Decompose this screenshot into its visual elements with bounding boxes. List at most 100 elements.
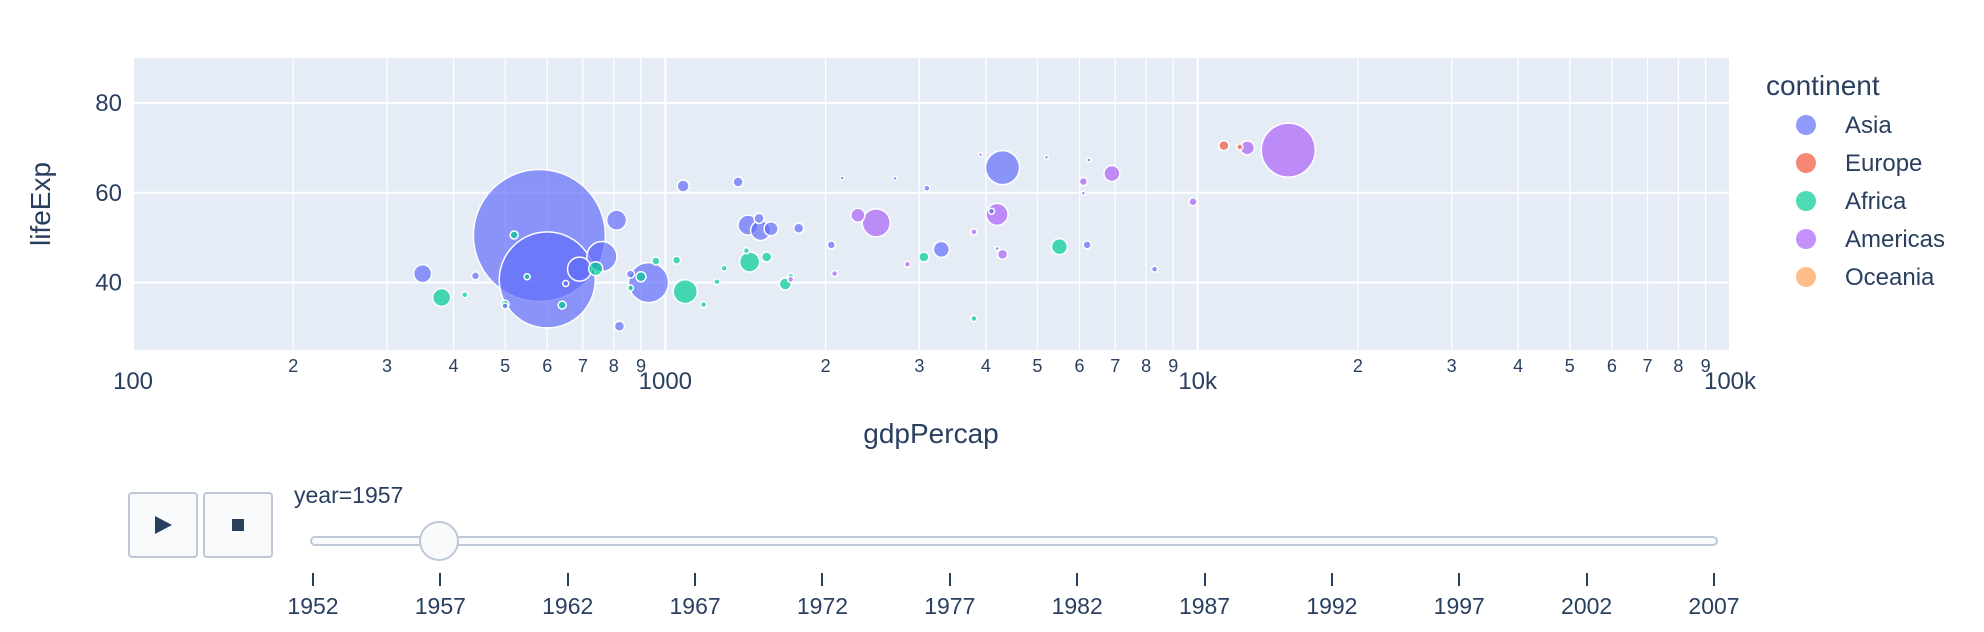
slider-step-tick[interactable] xyxy=(1330,573,1333,586)
bubble-americas[interactable] xyxy=(861,208,891,238)
slider-step-label[interactable]: 1972 xyxy=(796,593,849,619)
bubble-americas[interactable] xyxy=(1188,197,1198,207)
legend-label-europe[interactable]: Europe xyxy=(1845,150,1922,177)
bubble-americas[interactable] xyxy=(903,260,912,268)
bubble-africa[interactable] xyxy=(523,273,531,281)
slider-step-label[interactable]: 1957 xyxy=(414,593,466,619)
bubble-americas[interactable] xyxy=(985,202,1009,227)
bubble-americas[interactable] xyxy=(786,275,795,284)
bubble-africa[interactable] xyxy=(738,251,761,273)
bubble-asia[interactable] xyxy=(625,269,636,279)
legend-marker[interactable] xyxy=(1796,115,1816,135)
bubble-americas[interactable] xyxy=(977,151,984,158)
bubble-asia[interactable] xyxy=(1086,157,1092,163)
slider-step-tick[interactable] xyxy=(439,573,442,586)
slider-step-tick[interactable] xyxy=(312,573,314,586)
bubble-africa[interactable] xyxy=(635,271,647,283)
bubble-americas[interactable] xyxy=(1260,122,1317,178)
bubble-africa[interactable] xyxy=(918,251,930,263)
bubble-asia[interactable] xyxy=(892,175,898,182)
bubble-americas[interactable] xyxy=(830,269,839,278)
bubble-asia[interactable] xyxy=(932,240,951,259)
bubble-asia[interactable] xyxy=(1082,240,1092,250)
bubble-americas[interactable] xyxy=(970,228,978,236)
bubble-americas[interactable] xyxy=(996,248,1009,261)
bubble-americas[interactable] xyxy=(850,207,866,223)
slider-step-label[interactable]: 1987 xyxy=(1178,593,1231,619)
bubble-asia[interactable] xyxy=(826,240,837,250)
bubble-africa[interactable] xyxy=(651,256,661,266)
slider-step-label[interactable]: 1992 xyxy=(1306,593,1358,619)
bubble-asia[interactable] xyxy=(561,279,570,288)
bubble-asia[interactable] xyxy=(501,302,509,310)
legend-label-americas[interactable]: Americas xyxy=(1845,226,1945,253)
slider-step-tick[interactable] xyxy=(948,573,951,586)
bubble-asia[interactable] xyxy=(676,179,690,193)
bubble-asia[interactable] xyxy=(412,263,433,284)
bubble-africa[interactable] xyxy=(672,278,699,305)
stop-button[interactable] xyxy=(203,492,273,558)
slider-step-label[interactable]: 2002 xyxy=(1561,593,1613,619)
year-slider-track[interactable] xyxy=(310,536,1718,546)
slider-step-label[interactable]: 1977 xyxy=(924,593,976,619)
bubble-africa[interactable] xyxy=(509,230,519,240)
bubble-africa[interactable] xyxy=(626,284,635,292)
slider-step-label[interactable]: 1962 xyxy=(542,593,594,619)
bubble-africa[interactable] xyxy=(742,246,751,255)
slider-step-tick[interactable] xyxy=(566,573,569,586)
bubble-asia[interactable] xyxy=(763,220,779,237)
bubble-asia[interactable] xyxy=(627,261,670,304)
bubble-asia[interactable] xyxy=(753,212,765,225)
slider-step-tick[interactable] xyxy=(1713,573,1715,586)
slider-step-tick[interactable] xyxy=(694,573,697,586)
bubble-africa[interactable] xyxy=(587,260,604,277)
bubble-asia[interactable] xyxy=(987,207,996,215)
bubble-africa[interactable] xyxy=(760,251,773,263)
bubble-europe[interactable] xyxy=(1218,139,1230,152)
bubble-africa[interactable] xyxy=(461,290,469,299)
bubble-africa[interactable] xyxy=(720,264,728,272)
bubble-asia[interactable] xyxy=(470,271,481,281)
bubble-asia[interactable] xyxy=(1080,190,1087,196)
legend-label-africa[interactable]: Africa xyxy=(1845,188,1907,215)
year-slider-handle[interactable] xyxy=(419,521,459,561)
bubble-americas[interactable] xyxy=(1078,176,1089,187)
slider-step-tick[interactable] xyxy=(1585,573,1588,586)
bubble-africa[interactable] xyxy=(671,255,682,265)
bubble-asia[interactable] xyxy=(1043,154,1050,161)
slider-step-label[interactable]: 2007 xyxy=(1688,593,1740,619)
bubble-asia[interactable] xyxy=(732,176,744,188)
slider-step-tick[interactable] xyxy=(1203,573,1206,586)
legend-marker[interactable] xyxy=(1796,191,1816,211)
bubble-asia[interactable] xyxy=(984,149,1021,186)
bubble-africa[interactable] xyxy=(1050,237,1069,256)
bubble-africa[interactable] xyxy=(431,287,452,308)
bubble-africa[interactable] xyxy=(557,300,567,310)
play-button[interactable] xyxy=(128,492,198,558)
bubble-asia[interactable] xyxy=(613,320,626,332)
slider-step-label[interactable]: 1982 xyxy=(1051,593,1103,619)
slider-step-tick[interactable] xyxy=(1076,573,1079,586)
slider-step-label[interactable]: 1952 xyxy=(287,593,339,619)
bubble-asia[interactable] xyxy=(994,245,1000,252)
bubble-asia[interactable] xyxy=(839,175,846,181)
bubble-asia[interactable] xyxy=(923,184,931,193)
legend-label-oceania[interactable]: Oceania xyxy=(1845,264,1935,291)
bubble-asia[interactable] xyxy=(498,231,596,329)
bubble-africa[interactable] xyxy=(699,300,708,309)
bubble-asia[interactable] xyxy=(605,209,628,231)
bubble-africa[interactable] xyxy=(713,277,721,286)
slider-step-label[interactable]: 1967 xyxy=(669,593,721,619)
legend-marker[interactable] xyxy=(1796,153,1816,173)
legend-marker[interactable] xyxy=(1796,229,1816,249)
bubble-africa[interactable] xyxy=(970,314,978,323)
slider-step-tick[interactable] xyxy=(821,573,824,586)
slider-step-label[interactable]: 1997 xyxy=(1433,593,1485,619)
bubble-asia[interactable] xyxy=(1150,265,1159,273)
slider-step-tick[interactable] xyxy=(1458,573,1461,586)
legend-label-asia[interactable]: Asia xyxy=(1845,112,1892,139)
legend-marker[interactable] xyxy=(1796,267,1816,287)
bubble-americas[interactable] xyxy=(1103,164,1121,183)
bubble-europe[interactable] xyxy=(1236,143,1244,151)
bubble-asia[interactable] xyxy=(566,256,593,282)
